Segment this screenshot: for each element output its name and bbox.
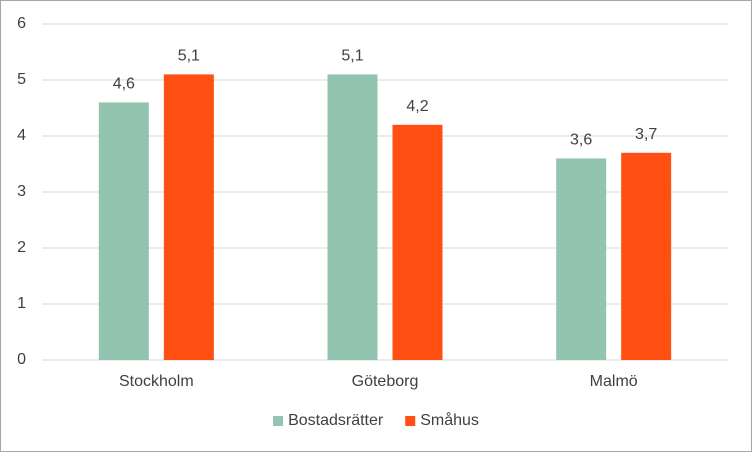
value-label: 5,1 [178, 48, 200, 65]
x-tick-label: Malmö [590, 373, 638, 390]
legend-label: Bostadsrätter [288, 412, 384, 429]
bar [392, 124, 443, 360]
legend-swatch [273, 416, 284, 426]
y-tick-label: 2 [17, 239, 26, 256]
y-tick-label: 1 [17, 295, 26, 312]
y-tick-label: 3 [17, 183, 26, 200]
value-label: 4,2 [406, 98, 428, 115]
y-tick-label: 5 [17, 71, 26, 88]
value-label: 5,1 [341, 48, 363, 65]
bar [98, 102, 149, 361]
value-label: 3,6 [570, 132, 592, 149]
legend-swatch [405, 416, 416, 426]
y-tick-label: 6 [17, 15, 26, 32]
legend-label: Småhus [420, 411, 479, 429]
bar [327, 74, 378, 361]
bar [163, 74, 214, 361]
bar [621, 152, 672, 360]
y-tick-label: 0 [17, 351, 26, 368]
y-tick-label: 4 [17, 127, 26, 144]
value-label: 4,6 [113, 76, 135, 93]
x-tick-label: Stockholm [119, 373, 194, 390]
value-label: 3,7 [635, 126, 657, 143]
bar [556, 158, 607, 360]
x-tick-label: Göteborg [352, 373, 419, 390]
